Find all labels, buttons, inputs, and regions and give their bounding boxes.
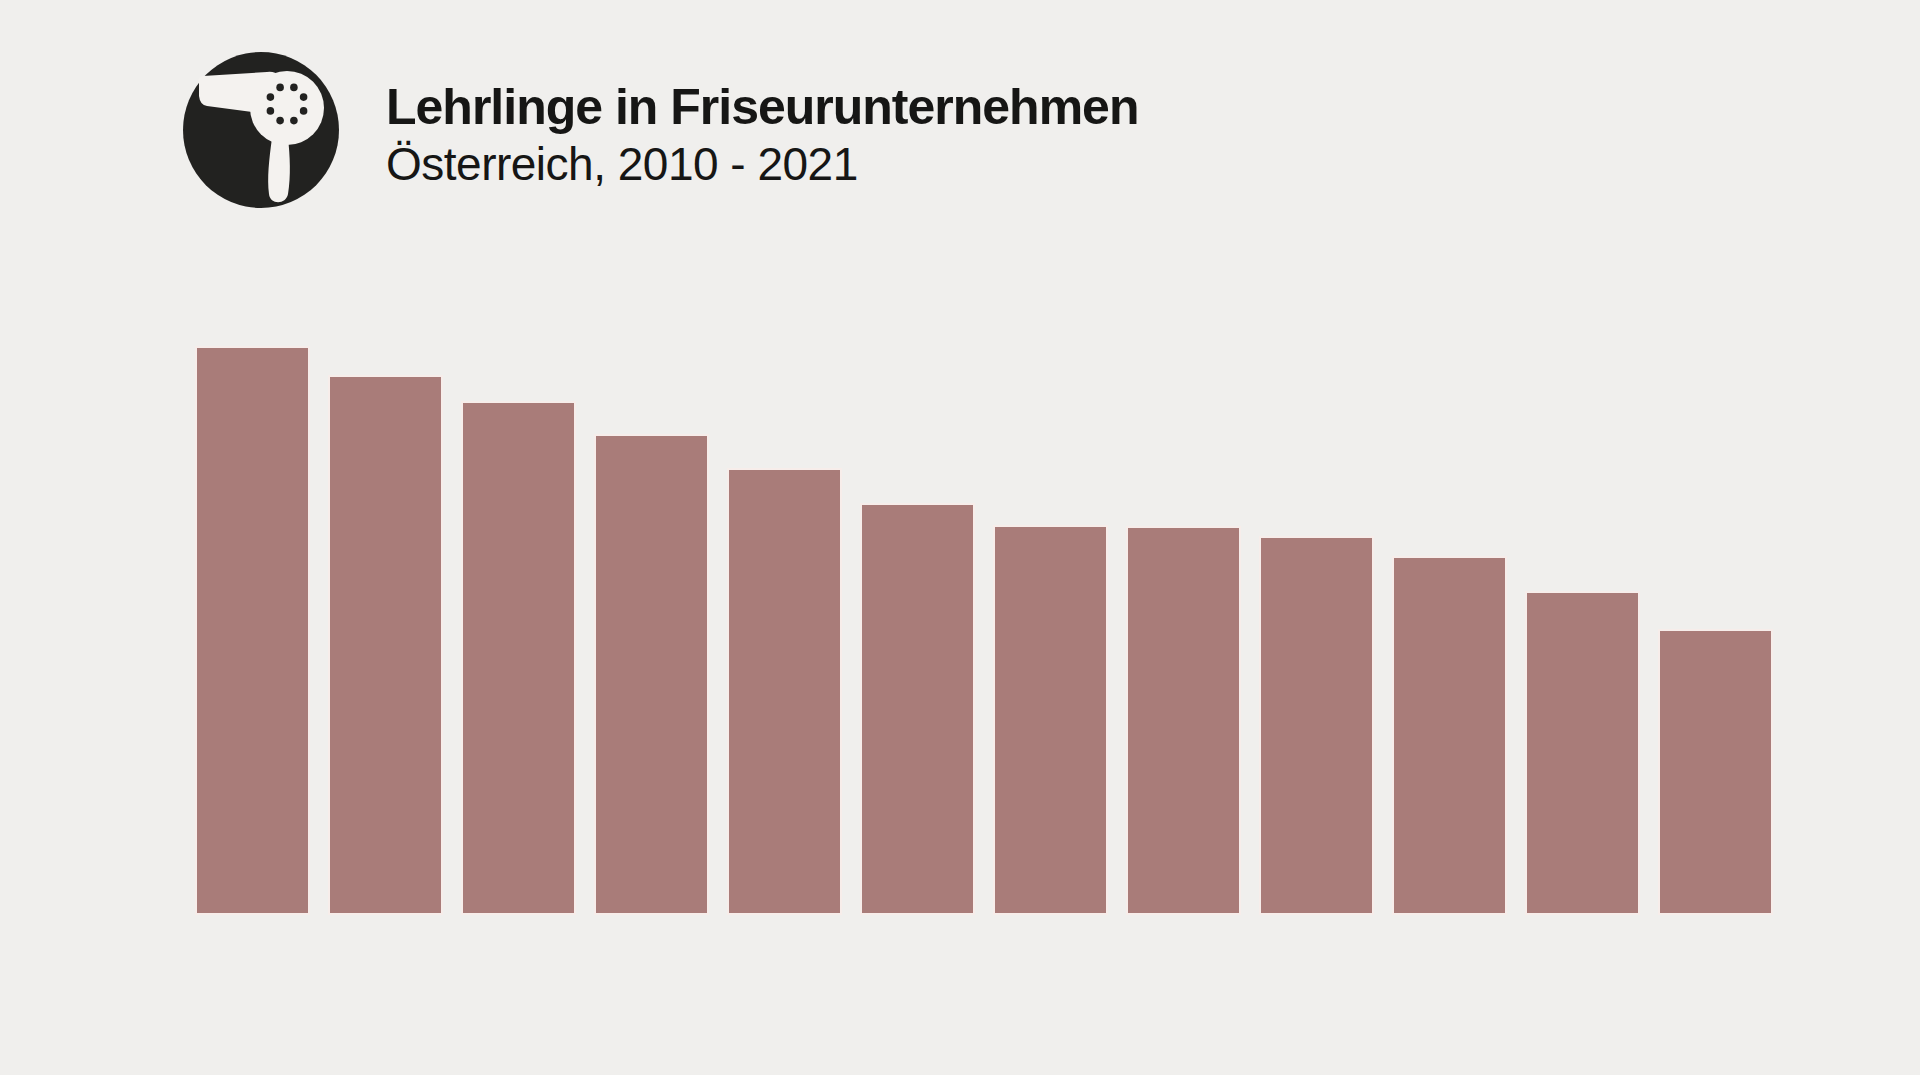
bar-2011	[330, 377, 441, 913]
grille-dot	[267, 93, 275, 101]
chart-subtitle: Österreich, 2010 - 2021	[386, 136, 1138, 192]
bar-2010	[197, 348, 308, 913]
bar-chart	[197, 348, 1771, 913]
title-block: Lehrlinge in Friseurunternehmen Österrei…	[386, 78, 1138, 192]
bar-2015	[862, 505, 973, 913]
bar-2020	[1527, 593, 1638, 913]
grille-dot	[276, 84, 284, 92]
bar-2012	[463, 403, 574, 913]
bar-2018	[1261, 538, 1372, 913]
grille-dot	[300, 93, 308, 101]
header: Lehrlinge in Friseurunternehmen Österrei…	[183, 52, 1138, 208]
chart-title: Lehrlinge in Friseurunternehmen	[386, 78, 1138, 136]
bar-2021	[1660, 631, 1771, 913]
hair-dryer-icon	[183, 52, 339, 208]
bar-2016	[995, 527, 1106, 913]
grille-dot	[290, 117, 298, 125]
bar-2017	[1128, 528, 1239, 913]
infographic-canvas: Lehrlinge in Friseurunternehmen Österrei…	[0, 0, 1920, 1075]
grille-dot	[300, 107, 308, 115]
bar-2014	[729, 470, 840, 913]
grille-dot	[290, 84, 298, 92]
bar-2013	[596, 436, 707, 913]
grille-dot	[276, 117, 284, 125]
bar-2019	[1394, 558, 1505, 913]
grille-dot	[267, 107, 275, 115]
